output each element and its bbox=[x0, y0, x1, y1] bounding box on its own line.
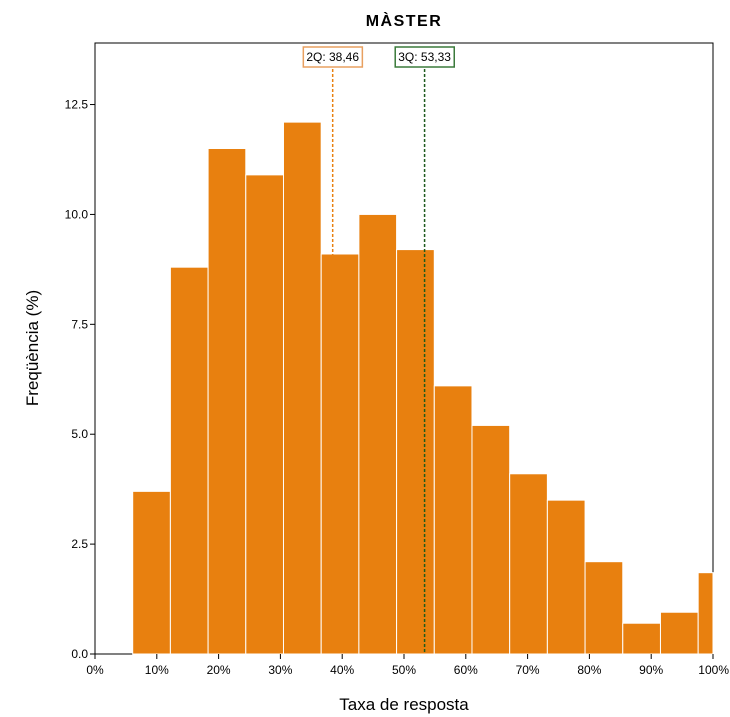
x-tick-label: 10% bbox=[145, 663, 169, 677]
histogram-bar bbox=[245, 174, 284, 655]
quartile-label-box bbox=[302, 46, 364, 68]
x-tick-label: 60% bbox=[454, 663, 478, 677]
histogram-bar bbox=[659, 611, 699, 655]
histogram-bar bbox=[358, 213, 398, 655]
histogram-bar bbox=[546, 499, 586, 655]
x-tick-label: 30% bbox=[268, 663, 292, 677]
x-tick-label: 100% bbox=[698, 663, 729, 677]
y-tick-label: 7.5 bbox=[71, 317, 88, 331]
x-tick-label: 20% bbox=[207, 663, 231, 677]
histogram-bar bbox=[509, 473, 548, 655]
histogram-bar bbox=[207, 147, 247, 655]
quartile-label-box bbox=[394, 46, 456, 68]
histogram-bar bbox=[622, 622, 661, 655]
x-tick-label: 70% bbox=[516, 663, 540, 677]
y-tick-label: 5.0 bbox=[71, 427, 88, 441]
x-axis-title: Taxa de resposta bbox=[339, 695, 469, 714]
x-axis: 0% 10% 20% 30% 40% 50% 60% 70% 80% 90% 100% bbox=[86, 654, 729, 677]
x-tick-label: 40% bbox=[330, 663, 354, 677]
histogram-bar bbox=[697, 572, 714, 655]
y-tick-label: 12.5 bbox=[65, 98, 89, 112]
histogram-bar bbox=[471, 424, 511, 655]
histogram-bar bbox=[433, 385, 473, 655]
y-axis-title: Freqüència (%) bbox=[23, 290, 42, 406]
x-tick-label: 90% bbox=[639, 663, 663, 677]
x-tick-label: 0% bbox=[86, 663, 104, 677]
histogram-bar bbox=[396, 249, 435, 655]
chart-title: MÀSTER bbox=[366, 11, 443, 30]
x-tick-label: 80% bbox=[577, 663, 601, 677]
histogram-bar bbox=[320, 253, 360, 655]
reference-lines-layer: 2Q: 38,46 3Q: 53,33 bbox=[302, 46, 456, 654]
y-axis: 0.0 2.5 5.0 7.5 10.0 12.5 bbox=[65, 98, 95, 661]
y-tick-label: 10.0 bbox=[65, 207, 89, 221]
histogram-bar bbox=[169, 266, 209, 655]
x-tick-label: 50% bbox=[392, 663, 416, 677]
bars-layer bbox=[132, 121, 714, 655]
y-tick-label: 2.5 bbox=[71, 537, 88, 551]
histogram-bar bbox=[132, 490, 171, 655]
quartile-label: 3Q: 53,33 bbox=[398, 50, 451, 64]
y-tick-label: 0.0 bbox=[71, 647, 88, 661]
quartile-label: 2Q: 38,46 bbox=[306, 50, 359, 64]
histogram-bar bbox=[282, 121, 322, 655]
histogram-bar bbox=[584, 561, 624, 655]
